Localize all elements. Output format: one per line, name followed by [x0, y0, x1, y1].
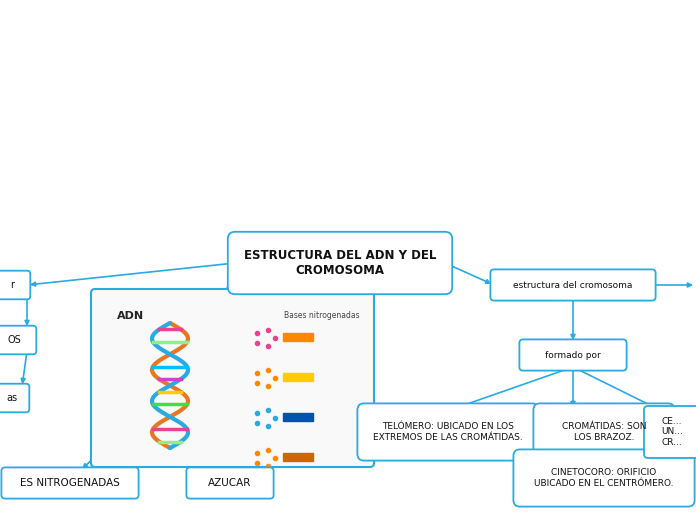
FancyBboxPatch shape — [514, 449, 695, 506]
FancyBboxPatch shape — [491, 269, 656, 301]
FancyBboxPatch shape — [0, 271, 31, 300]
Text: AZUCAR: AZUCAR — [208, 478, 252, 488]
Bar — [283, 333, 313, 341]
FancyBboxPatch shape — [1, 467, 139, 499]
Text: ES NITROGENADAS: ES NITROGENADAS — [20, 478, 120, 488]
Text: Bases nitrogenadas: Bases nitrogenadas — [285, 311, 360, 320]
Bar — [283, 373, 313, 381]
Text: estructura del cromosoma: estructura del cromosoma — [514, 280, 633, 290]
Text: ESTRUCTURA DEL ADN Y DEL
CROMOSOMA: ESTRUCTURA DEL ADN Y DEL CROMOSOMA — [244, 249, 436, 277]
Text: as: as — [6, 393, 17, 403]
Bar — [283, 413, 313, 421]
FancyBboxPatch shape — [0, 384, 29, 412]
FancyBboxPatch shape — [187, 467, 274, 499]
Text: ADN: ADN — [117, 311, 144, 321]
Bar — [283, 453, 313, 461]
FancyBboxPatch shape — [228, 232, 452, 294]
FancyBboxPatch shape — [519, 340, 626, 371]
Text: TELÓMERO: UBICADO EN LOS
EXTREMOS DE LAS CROMÁTIDAS.: TELÓMERO: UBICADO EN LOS EXTREMOS DE LAS… — [373, 422, 523, 441]
Text: CE...
UN...
CR...: CE... UN... CR... — [661, 417, 683, 447]
Text: formado por: formado por — [545, 350, 601, 359]
Text: CROMÁTIDAS: SON
LOS BRAZOZ.: CROMÁTIDAS: SON LOS BRAZOZ. — [562, 422, 647, 441]
FancyBboxPatch shape — [533, 404, 674, 461]
FancyBboxPatch shape — [644, 406, 696, 458]
Text: OS: OS — [7, 335, 21, 345]
Text: r: r — [10, 280, 14, 290]
FancyBboxPatch shape — [91, 289, 374, 467]
FancyBboxPatch shape — [358, 404, 539, 461]
FancyBboxPatch shape — [0, 326, 36, 354]
Text: CINETOCORO: ORIFICIO
UBICADO EN EL CENTRÓMERO.: CINETOCORO: ORIFICIO UBICADO EN EL CENTR… — [535, 469, 674, 488]
